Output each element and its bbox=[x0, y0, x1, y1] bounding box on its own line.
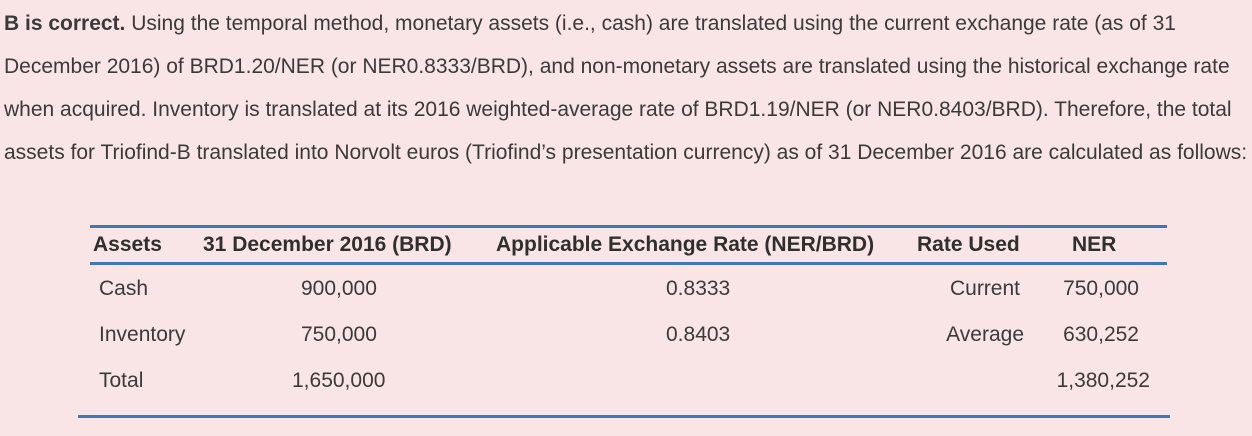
row-cash-ner: 750,000 bbox=[1063, 277, 1139, 300]
row-inventory-rate-used: Average bbox=[946, 323, 1024, 346]
row-inventory-asset: Inventory bbox=[99, 323, 186, 346]
header-rate-used: Rate Used bbox=[917, 233, 1020, 256]
header-ner: NER bbox=[1072, 233, 1117, 256]
table-bottom-rule bbox=[78, 415, 1170, 418]
row-cash-rate: 0.8333 bbox=[666, 277, 731, 300]
translation-table: Assets 31 December 2016 (BRD) Applicable… bbox=[78, 225, 1170, 420]
row-cash-asset: Cash bbox=[99, 277, 149, 300]
explanation-body: Using the temporal method, monetary asse… bbox=[4, 12, 1248, 164]
header-exchange-rate: Applicable Exchange Rate (NER/BRD) bbox=[496, 233, 875, 256]
row-cash-rate-used: Current bbox=[949, 277, 1020, 300]
row-total-ner: 1,380,252 bbox=[1056, 369, 1150, 392]
answer-explanation: B is correct. Using the temporal method,… bbox=[4, 2, 1248, 174]
row-inventory-brd: 750,000 bbox=[301, 323, 377, 346]
header-assets: Assets bbox=[93, 233, 162, 256]
table-header-rule bbox=[90, 262, 1167, 265]
row-total-brd: 1,650,000 bbox=[292, 369, 386, 392]
row-cash-brd: 900,000 bbox=[301, 277, 377, 300]
answer-verdict: B is correct. bbox=[4, 12, 126, 35]
row-inventory-rate: 0.8403 bbox=[666, 323, 731, 346]
header-date-brd: 31 December 2016 (BRD) bbox=[203, 233, 452, 256]
row-inventory-ner: 630,252 bbox=[1063, 323, 1139, 346]
row-total-asset: Total bbox=[99, 369, 144, 392]
table-top-rule bbox=[90, 225, 1167, 228]
